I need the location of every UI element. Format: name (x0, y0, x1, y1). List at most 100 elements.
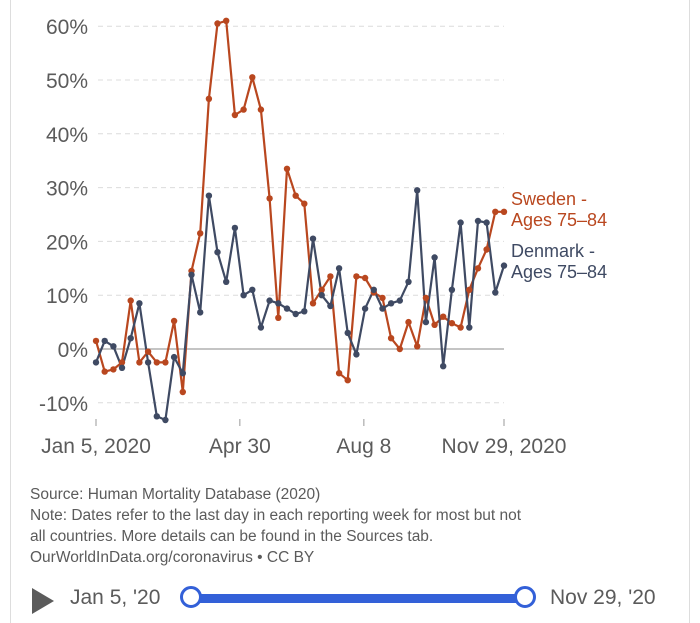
data-point (466, 324, 473, 331)
data-point (327, 273, 334, 280)
data-point (240, 106, 247, 113)
data-point (205, 192, 213, 199)
data-point (396, 345, 403, 353)
data-point (223, 278, 230, 285)
y-tick-label: 30% (46, 178, 88, 201)
series-line (94, 189, 506, 422)
line-chart: -10% 0% 10% 20% 30% 40% 50% 60% Jan 5, 2020 Apr … (39, 16, 607, 458)
data-point (162, 416, 169, 424)
data-point (422, 294, 430, 302)
data-point (257, 106, 265, 113)
data-point (92, 359, 100, 366)
chart-frame (10, 0, 690, 623)
data-point (179, 388, 186, 396)
data-point (370, 286, 377, 293)
x-tick-label: Apr 30 (209, 435, 271, 458)
data-point (500, 262, 508, 269)
source-text: Source: Human Mortality Database (2020) (30, 486, 321, 503)
data-point (231, 224, 239, 232)
note-text-line1: Note: Dates refer to the last day in eac… (30, 507, 522, 524)
data-point (361, 274, 369, 282)
data-point (144, 348, 152, 355)
data-point (431, 321, 438, 328)
y-tick-label: 50% (46, 70, 88, 93)
data-point (292, 192, 299, 199)
data-point (257, 324, 265, 331)
data-point (474, 265, 482, 272)
data-point (414, 187, 421, 194)
data-point (448, 286, 456, 293)
note-text-line2: all countries. More details can be found… (30, 528, 434, 545)
legend-label: Sweden - (511, 189, 587, 209)
gridlines (98, 25, 504, 404)
data-point (327, 302, 334, 310)
data-point (414, 343, 421, 350)
data-point (214, 20, 221, 27)
data-point (240, 292, 247, 299)
x-axis: Jan 5, 2020 Apr 30 Aug 8 Nov 29, 2020 (41, 419, 566, 458)
data-point (309, 300, 317, 307)
y-tick-label: 60% (46, 16, 88, 39)
data-point (110, 343, 117, 350)
data-point (144, 359, 152, 366)
timeline-slider: Jan 5, '20 Nov 29, '20 (0, 580, 700, 620)
data-point (249, 286, 256, 293)
data-point (188, 271, 195, 278)
data-point (440, 313, 447, 320)
data-point (292, 310, 299, 318)
data-point (153, 413, 160, 420)
data-point (379, 305, 386, 312)
data-point (353, 351, 360, 358)
data-point (405, 278, 412, 285)
y-tick-label: 10% (46, 285, 88, 308)
data-point (344, 377, 351, 384)
data-point (500, 208, 508, 215)
data-point (110, 366, 117, 373)
timeline-end-handle[interactable] (514, 586, 536, 608)
data-point (448, 320, 456, 327)
data-point (474, 217, 482, 225)
data-point (118, 364, 126, 371)
data-point (457, 219, 464, 226)
series-points (92, 17, 508, 424)
data-point (387, 335, 395, 342)
data-point (118, 359, 126, 366)
y-tick-label: 40% (46, 124, 88, 147)
data-point (387, 300, 395, 307)
data-point (127, 335, 134, 342)
data-point (318, 292, 325, 299)
data-point (283, 165, 291, 172)
data-point (379, 294, 386, 302)
data-point (214, 249, 221, 256)
data-point (492, 208, 499, 215)
data-point (162, 359, 169, 366)
x-tick-label: Nov 29, 2020 (442, 435, 567, 458)
legend-label: Ages 75–84 (511, 262, 607, 282)
data-point (483, 246, 490, 253)
data-point (301, 308, 308, 315)
x-tick-label: Aug 8 (336, 435, 391, 458)
data-point (466, 286, 473, 293)
data-point (249, 74, 256, 81)
series-line (94, 19, 504, 394)
data-point (153, 359, 160, 366)
y-tick-label: -10% (39, 393, 88, 416)
data-point (361, 305, 369, 312)
data-point (231, 111, 239, 119)
data-point (136, 300, 143, 307)
data-point (136, 359, 143, 366)
data-point (266, 297, 273, 304)
y-tick-label: 20% (46, 231, 88, 254)
data-point (101, 368, 108, 375)
data-point (92, 337, 100, 345)
data-point (483, 219, 490, 226)
data-point (431, 254, 438, 261)
y-axis-ticks: -10% 0% 10% 20% 30% 40% 50% 60% (39, 16, 88, 416)
play-button[interactable] (32, 588, 54, 614)
data-point (170, 353, 178, 361)
timeline-track[interactable] (190, 594, 524, 603)
data-point (197, 230, 204, 237)
timeline-start-handle[interactable] (180, 586, 202, 608)
y-tick-label: 0% (58, 339, 88, 362)
data-point (301, 200, 308, 207)
